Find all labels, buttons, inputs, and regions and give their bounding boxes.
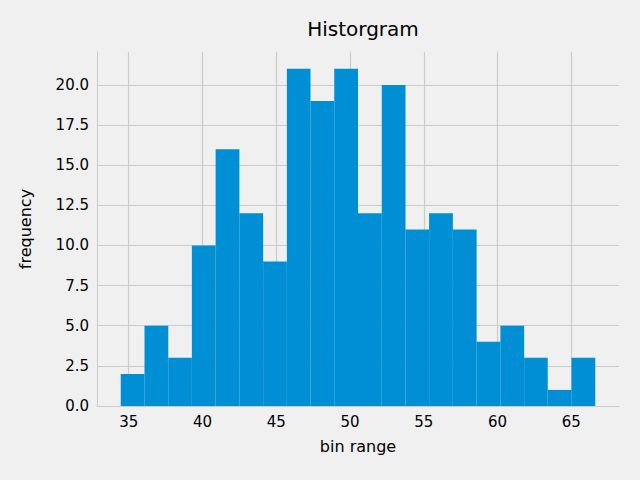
svg-text:12.5: 12.5: [56, 196, 89, 214]
svg-text:bin range: bin range: [320, 437, 396, 456]
svg-text:10.0: 10.0: [56, 236, 89, 254]
svg-text:60: 60: [488, 413, 507, 431]
svg-text:17.5: 17.5: [56, 116, 89, 134]
svg-text:Historgram: Historgram: [307, 17, 419, 41]
svg-text:50: 50: [340, 413, 359, 431]
svg-text:0.0: 0.0: [65, 397, 89, 415]
svg-text:35: 35: [119, 413, 138, 431]
svg-text:55: 55: [414, 413, 433, 431]
svg-text:20.0: 20.0: [56, 76, 89, 94]
svg-text:45: 45: [267, 413, 286, 431]
svg-text:15.0: 15.0: [56, 156, 89, 174]
svg-text:5.0: 5.0: [65, 317, 89, 335]
svg-text:2.5: 2.5: [65, 357, 89, 375]
svg-text:40: 40: [193, 413, 212, 431]
svg-text:frequency: frequency: [16, 189, 35, 269]
svg-text:7.5: 7.5: [65, 277, 89, 295]
svg-text:65: 65: [562, 413, 581, 431]
